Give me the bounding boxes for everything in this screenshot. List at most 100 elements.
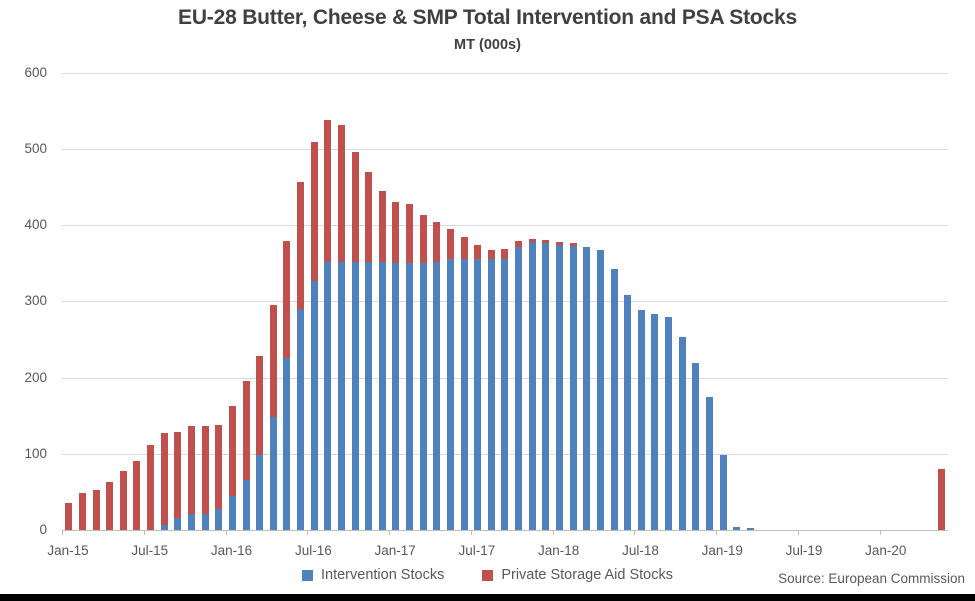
bar-Apr-15-psa (106, 481, 114, 530)
x-axis-tick (307, 531, 309, 535)
x-axis-label-Jul-16: Jul-16 (294, 543, 332, 558)
bar-Aug-15-intervention (160, 525, 168, 530)
x-axis-tick (225, 531, 227, 535)
bar-Jan-17-intervention (392, 263, 400, 530)
bar-May-18-intervention (610, 269, 618, 530)
bar-Jan-17-psa (392, 202, 400, 264)
y-axis-label-100: 100 (24, 445, 47, 461)
bar-Oct-15-intervention (187, 513, 195, 530)
y-axis-label-200: 200 (24, 369, 47, 385)
bar-Jan-18-intervention (555, 244, 563, 530)
gridline-400 (62, 225, 948, 226)
bar-Sep-15-psa (174, 432, 182, 518)
bar-Feb-16-intervention (242, 480, 250, 530)
bar-Jan-15-psa (65, 502, 73, 530)
x-axis-tick (389, 531, 391, 535)
bar-Aug-17-psa (487, 250, 495, 260)
bar-Feb-18-intervention (569, 246, 577, 530)
bar-Dec-16-psa (378, 190, 386, 263)
x-axis-label-Jan-16: Jan-16 (210, 543, 253, 558)
bar-May-17-psa (446, 228, 454, 259)
x-axis-tick (716, 531, 718, 535)
bar-Jan-19-intervention (719, 455, 727, 530)
bar-Mar-17-intervention (419, 263, 427, 530)
bar-Jun-17-intervention (460, 258, 468, 530)
bar-Jul-17-intervention (474, 258, 482, 530)
bar-May-15-psa (119, 471, 127, 530)
x-axis-tick (634, 531, 636, 535)
bar-Nov-18-intervention (692, 363, 700, 530)
bar-Nov-17-intervention (528, 241, 536, 530)
source-note: Source: European Commission (778, 571, 965, 586)
gridline-500 (62, 148, 948, 150)
bar-Sep-17-intervention (501, 258, 509, 530)
bar-Apr-17-intervention (433, 261, 441, 530)
bar-Feb-15-psa (78, 493, 86, 530)
y-axis-label-400: 400 (24, 217, 47, 232)
y-axis-label-600: 600 (24, 64, 47, 80)
x-axis-tick (879, 531, 881, 535)
x-axis-line (62, 530, 948, 531)
bar-Oct-16-psa (351, 151, 359, 263)
x-axis-tick (143, 531, 145, 535)
bar-Feb-16-psa (242, 381, 250, 481)
bar-Jun-16-psa (297, 182, 305, 309)
bar-Feb-19-intervention (733, 526, 741, 530)
bar-Feb-18-psa (569, 243, 577, 247)
bar-Dec-16-intervention (378, 262, 386, 530)
bar-Apr-18-intervention (596, 250, 604, 530)
x-axis-label-Jan-20: Jan-20 (865, 543, 907, 558)
bar-Nov-16-psa (365, 171, 373, 263)
bar-Mar-16-intervention (256, 455, 264, 530)
bar-Sep-16-psa (337, 125, 345, 262)
bar-Aug-15-psa (160, 433, 168, 526)
bar-Feb-17-psa (406, 203, 414, 264)
y-axis-label-0: 0 (39, 522, 47, 537)
bar-Nov-16-intervention (365, 262, 373, 530)
bar-May-16-psa (283, 241, 291, 359)
x-axis-tick (798, 531, 800, 535)
bar-Jun-18-intervention (624, 295, 632, 530)
bar-Jun-16-intervention (297, 308, 305, 530)
bar-Jul-15-psa (147, 445, 155, 530)
bar-Mar-16-psa (256, 356, 264, 456)
x-axis-label-Jan-18: Jan-18 (538, 543, 580, 558)
bottom-border-bar (0, 594, 975, 601)
bar-Aug-16-intervention (324, 261, 332, 530)
bar-Oct-15-psa (187, 425, 195, 514)
bar-Jul-16-psa (310, 141, 318, 281)
bar-May-17-intervention (446, 258, 454, 530)
y-axis-label-500: 500 (24, 140, 47, 156)
bar-Sep-16-intervention (337, 261, 345, 530)
bar-Nov-15-intervention (201, 513, 209, 530)
bar-Jan-18-psa (555, 241, 563, 245)
bar-Jan-16-intervention (228, 496, 236, 530)
bar-Jan-16-psa (228, 406, 236, 497)
bar-Dec-17-intervention (542, 243, 550, 530)
bar-Aug-16-psa (324, 119, 332, 262)
y-axis-label-300: 300 (24, 293, 47, 309)
bar-Aug-18-intervention (651, 314, 659, 530)
bar-Apr-16-psa (269, 305, 277, 418)
bar-Apr-16-intervention (269, 417, 277, 530)
bar-Sep-18-intervention (665, 316, 673, 530)
x-axis-label-Jan-19: Jan-19 (701, 543, 743, 558)
bar-Jul-17-psa (474, 244, 482, 259)
x-axis-label-Jan-15: Jan-15 (47, 543, 89, 558)
chart-title: EU-28 Butter, Cheese & SMP Total Interve… (178, 6, 797, 29)
bar-Dec-15-psa (215, 424, 223, 510)
bar-Jul-18-intervention (637, 310, 645, 530)
bar-Dec-15-intervention (215, 509, 223, 530)
x-axis-label-Jul-15: Jul-15 (131, 543, 169, 558)
bar-Nov-15-psa (201, 425, 209, 514)
bar-Mar-18-intervention (583, 247, 591, 530)
bar-May-16-intervention (283, 358, 291, 530)
x-axis-label-Jul-17: Jul-17 (458, 543, 496, 558)
chart-subtitle: MT (000s) (454, 37, 521, 53)
bar-Oct-17-psa (515, 241, 523, 248)
x-axis-tick (552, 531, 554, 535)
x-axis-label-Jul-18: Jul-18 (622, 543, 659, 558)
x-axis-tick (470, 531, 472, 535)
bar-Dec-17-psa (542, 240, 550, 244)
bar-Jun-17-psa (460, 237, 468, 259)
